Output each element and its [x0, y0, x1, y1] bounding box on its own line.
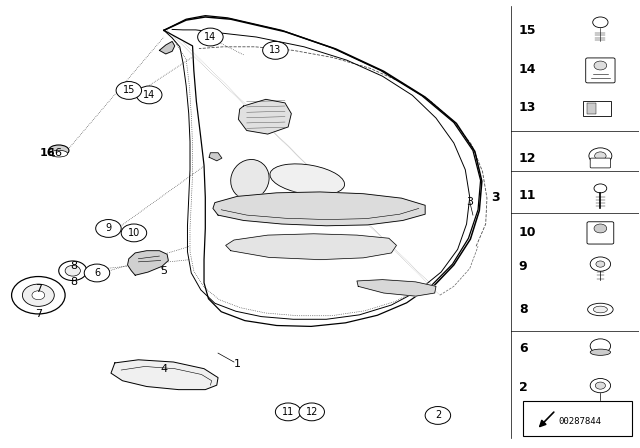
FancyBboxPatch shape — [586, 58, 615, 83]
Ellipse shape — [590, 349, 611, 355]
Circle shape — [590, 339, 611, 353]
FancyBboxPatch shape — [587, 103, 596, 114]
Text: 8: 8 — [70, 261, 77, 271]
Polygon shape — [226, 234, 396, 260]
Circle shape — [594, 224, 607, 233]
Text: 1: 1 — [234, 359, 241, 369]
Text: 6: 6 — [94, 268, 100, 278]
Circle shape — [59, 261, 87, 280]
Polygon shape — [239, 99, 291, 134]
Text: 7: 7 — [35, 284, 42, 293]
Circle shape — [198, 28, 223, 46]
Text: 13: 13 — [269, 45, 282, 56]
Polygon shape — [164, 16, 481, 327]
Text: 12: 12 — [519, 151, 536, 164]
Circle shape — [262, 42, 288, 59]
Circle shape — [594, 184, 607, 193]
Ellipse shape — [588, 303, 613, 316]
Polygon shape — [111, 360, 218, 390]
Text: 11: 11 — [282, 407, 294, 417]
Circle shape — [275, 403, 301, 421]
Ellipse shape — [230, 159, 269, 199]
Text: 9: 9 — [519, 260, 527, 273]
Circle shape — [12, 276, 65, 314]
Text: 15: 15 — [519, 24, 536, 37]
FancyBboxPatch shape — [587, 222, 614, 244]
Text: 8: 8 — [70, 277, 77, 287]
Polygon shape — [213, 192, 425, 226]
Text: 00287844: 00287844 — [559, 417, 602, 426]
Circle shape — [593, 17, 608, 28]
Polygon shape — [209, 153, 222, 161]
Text: 2: 2 — [519, 381, 527, 394]
Polygon shape — [159, 42, 175, 54]
Text: 9: 9 — [106, 224, 111, 233]
Text: 3: 3 — [491, 191, 499, 204]
Text: 14: 14 — [143, 90, 156, 100]
Text: 2: 2 — [435, 410, 441, 420]
Circle shape — [65, 265, 81, 276]
Text: 5: 5 — [161, 266, 168, 276]
Polygon shape — [357, 280, 436, 296]
Circle shape — [22, 284, 54, 306]
Circle shape — [116, 82, 141, 99]
Circle shape — [589, 148, 612, 164]
Text: 10: 10 — [128, 228, 140, 238]
Circle shape — [590, 257, 611, 271]
Text: 16: 16 — [49, 148, 63, 158]
Circle shape — [84, 264, 109, 282]
Circle shape — [32, 291, 45, 300]
Text: 16: 16 — [40, 148, 56, 158]
Circle shape — [96, 220, 121, 237]
Circle shape — [594, 61, 607, 70]
Ellipse shape — [270, 164, 344, 195]
Text: 6: 6 — [519, 342, 527, 355]
Circle shape — [595, 382, 605, 389]
Text: 11: 11 — [519, 189, 536, 202]
Polygon shape — [127, 251, 168, 275]
Circle shape — [299, 403, 324, 421]
Text: 4: 4 — [160, 364, 168, 374]
Ellipse shape — [50, 151, 68, 157]
Circle shape — [121, 224, 147, 242]
Ellipse shape — [49, 145, 69, 156]
Circle shape — [596, 261, 605, 267]
Text: 3: 3 — [467, 197, 473, 207]
Text: 7: 7 — [35, 309, 42, 319]
FancyBboxPatch shape — [590, 158, 611, 168]
Text: 15: 15 — [123, 86, 135, 95]
Circle shape — [595, 152, 606, 160]
Circle shape — [425, 406, 451, 424]
Text: 14: 14 — [204, 32, 216, 42]
Text: 13: 13 — [519, 101, 536, 114]
FancyBboxPatch shape — [583, 101, 611, 116]
Text: 8: 8 — [519, 303, 527, 316]
FancyBboxPatch shape — [523, 401, 632, 436]
Circle shape — [136, 86, 162, 104]
Circle shape — [590, 379, 611, 393]
Text: 10: 10 — [519, 226, 536, 239]
Text: 12: 12 — [305, 407, 318, 417]
Text: 14: 14 — [519, 63, 536, 76]
Ellipse shape — [593, 306, 607, 313]
